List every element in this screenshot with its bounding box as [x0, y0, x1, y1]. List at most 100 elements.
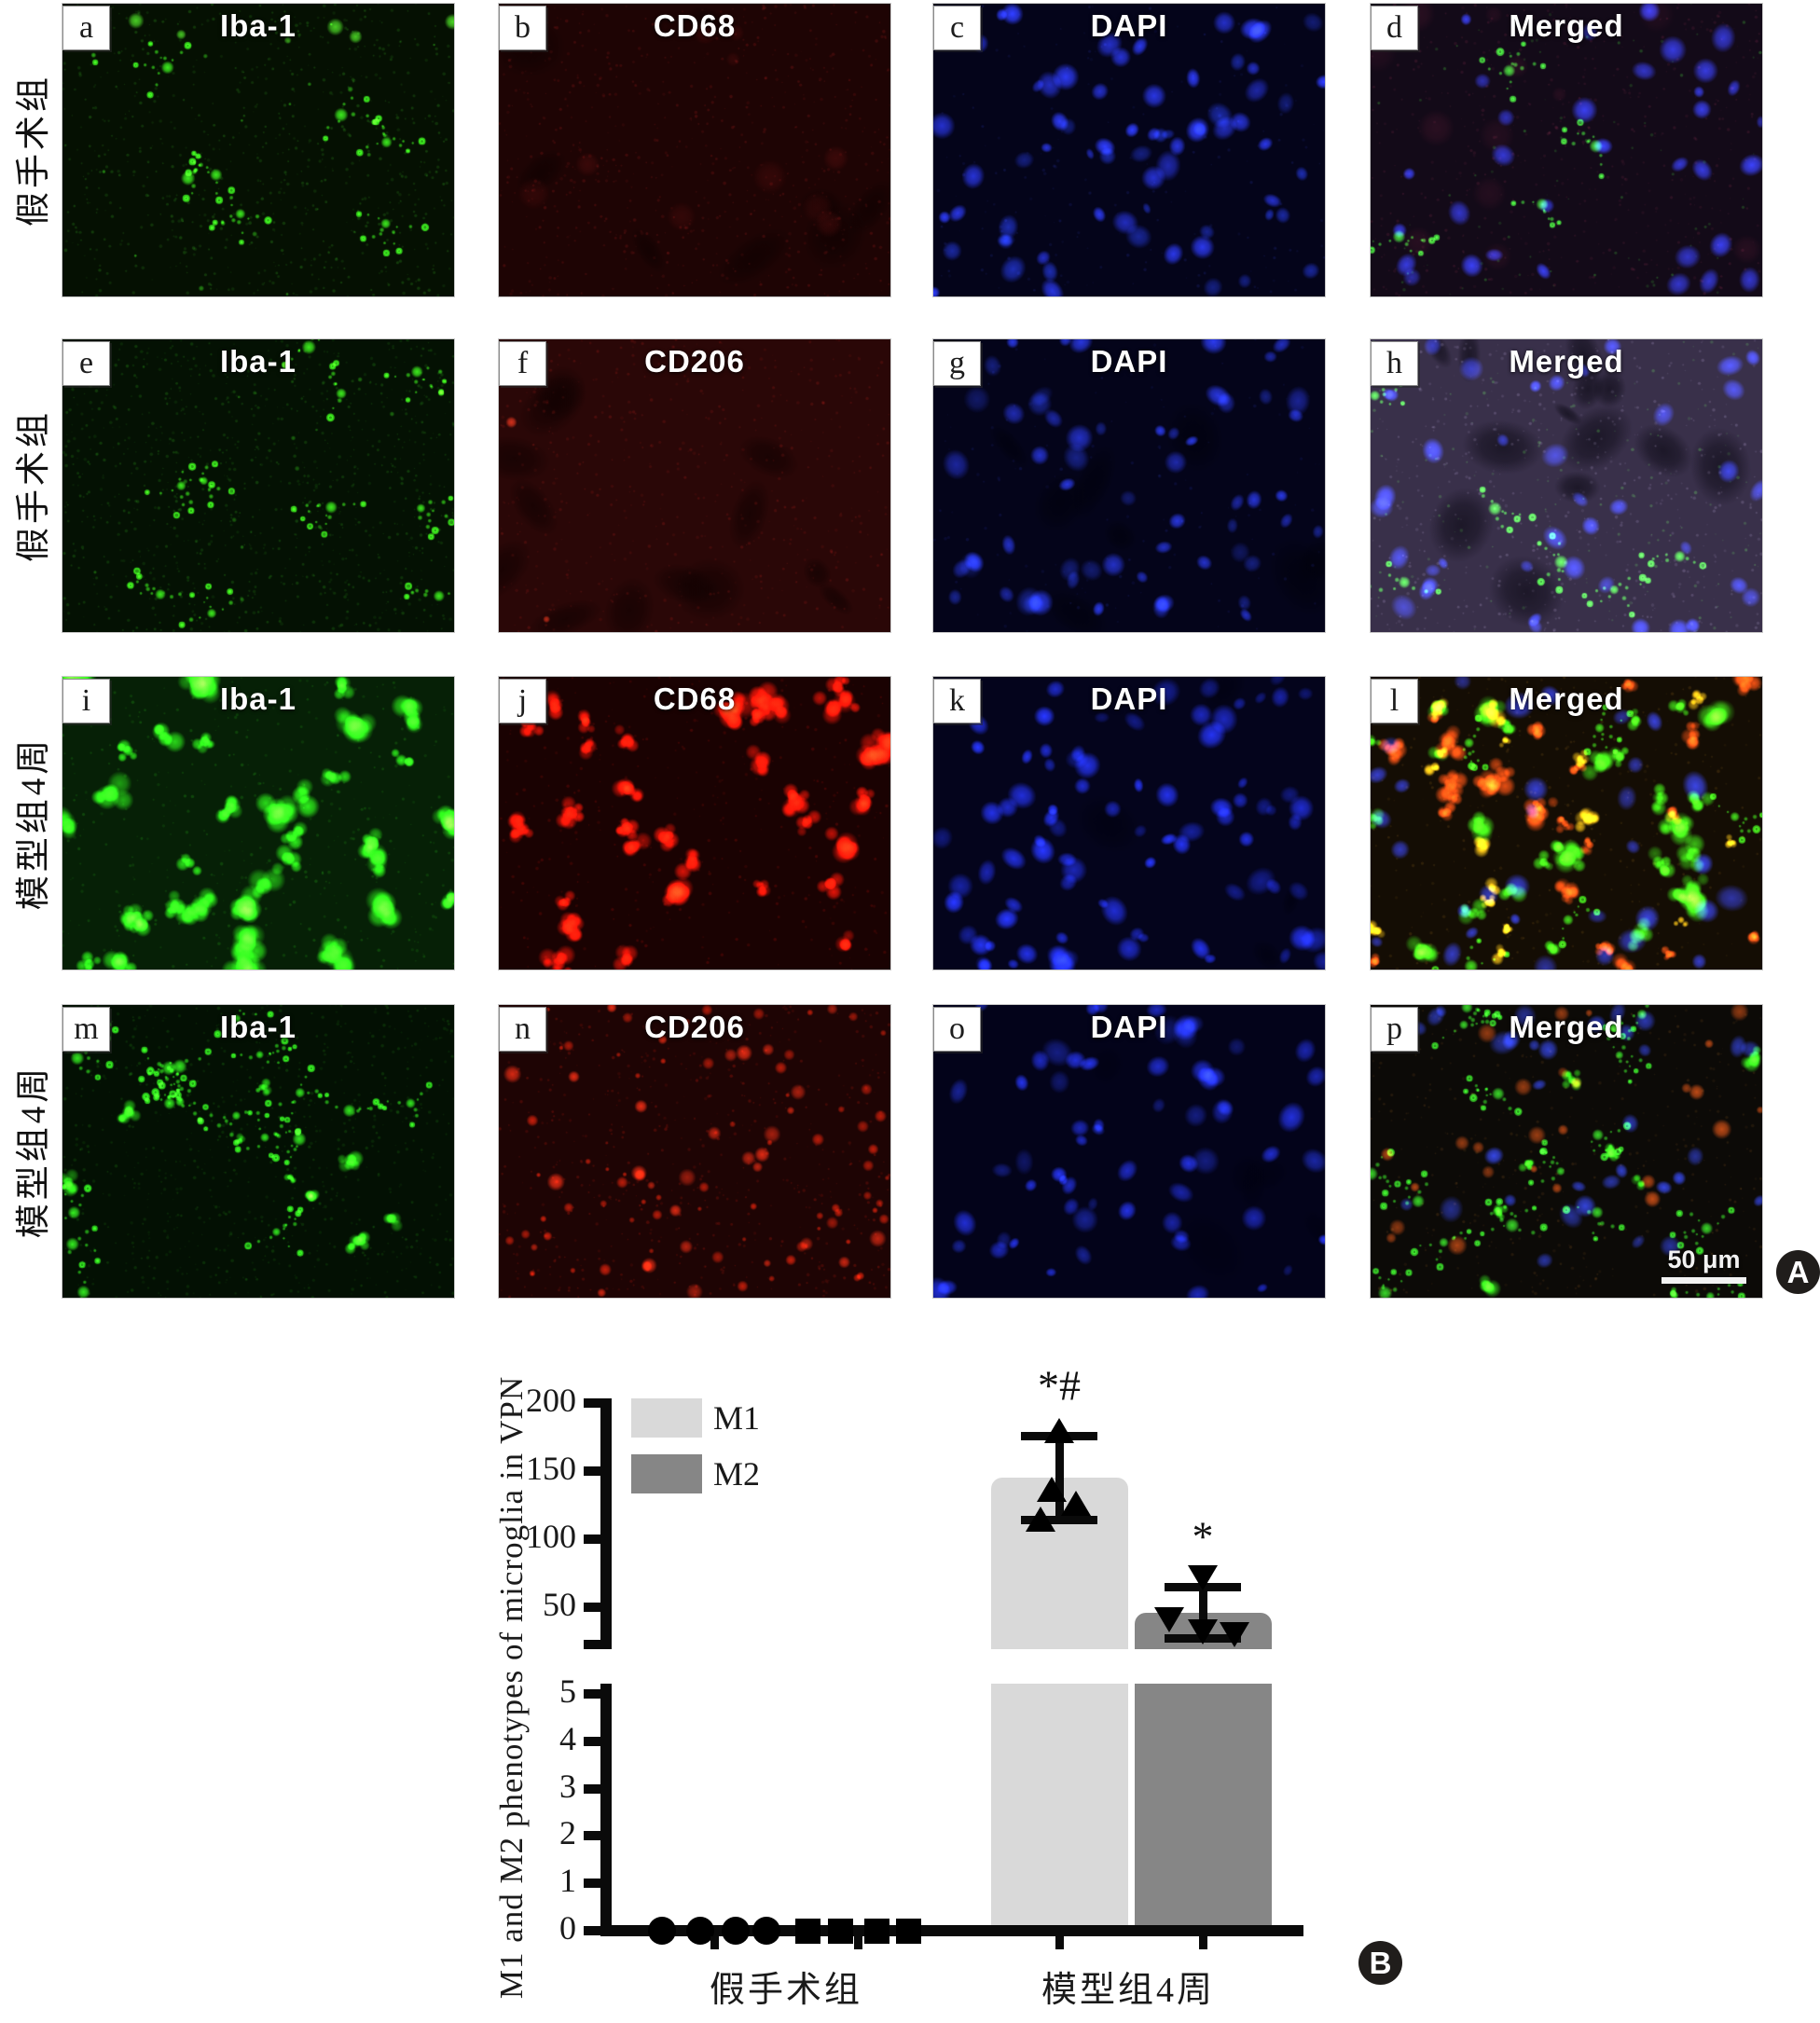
- micro-canvas-n: [499, 1005, 890, 1298]
- legend-swatch-m2: [631, 1454, 702, 1493]
- y-tick: [584, 1878, 600, 1889]
- panel-letter-badge: k: [933, 679, 981, 723]
- row-group-label: 模型组4周: [15, 1064, 53, 1239]
- row-group-label: 模型组4周: [15, 736, 53, 911]
- panel-letter-badge: j: [499, 679, 546, 723]
- data-point-triangle-down: [1188, 1564, 1218, 1590]
- x-category-sham: 假手术组: [709, 1971, 863, 2010]
- micro-canvas-c: [933, 4, 1325, 296]
- y-tick-label: 0: [559, 1909, 576, 1947]
- micro-image-g: g DAPI: [932, 338, 1326, 633]
- micro-image-k: k DAPI: [932, 676, 1326, 970]
- stain-title: DAPI: [1090, 1010, 1168, 1044]
- legend-label-m1: M1: [713, 1399, 761, 1437]
- panel-letter-badge: d: [1371, 6, 1418, 50]
- micro-image-h: h Merged: [1370, 338, 1763, 633]
- panel-letter-badge: h: [1371, 341, 1418, 386]
- stain-title: CD68: [653, 681, 737, 716]
- data-point-circle: [648, 1917, 676, 1945]
- micro-image-m: m Iba-1: [62, 1004, 455, 1299]
- data-point-square: [864, 1919, 889, 1944]
- micro-canvas-p: [1371, 1005, 1762, 1298]
- y-tick: [584, 1603, 600, 1612]
- panel-a-badge: A: [1776, 1250, 1820, 1294]
- y-tick-label: 4: [559, 1719, 576, 1757]
- micro-image-b: b CD68: [498, 3, 891, 297]
- micro-image-n: n CD206: [498, 1004, 891, 1299]
- micro-canvas-a: [62, 4, 454, 296]
- panel-b-badge: B: [1358, 1941, 1402, 1985]
- stain-title: Merged: [1509, 681, 1624, 716]
- data-point-triangle-down: [1188, 1619, 1218, 1645]
- data-point-square: [896, 1919, 921, 1944]
- micro-image-d: d Merged: [1370, 3, 1763, 297]
- data-point-circle: [686, 1917, 714, 1945]
- y-tick: [584, 1736, 600, 1746]
- data-point-triangle-up: [1044, 1418, 1074, 1444]
- micro-canvas-g: [933, 339, 1325, 632]
- panel-letter-badge: i: [62, 679, 110, 723]
- x-subtick: [1055, 1936, 1064, 1949]
- panel-letter-badge: l: [1371, 679, 1418, 723]
- scale-bar: [1661, 1277, 1746, 1284]
- y-tick-label: 3: [559, 1767, 576, 1805]
- micro-canvas-k: [933, 677, 1325, 970]
- stain-title: DAPI: [1090, 8, 1168, 43]
- legend-label-m2: M2: [713, 1455, 761, 1493]
- y-tick: [584, 1689, 600, 1699]
- micro-canvas-f: [499, 339, 890, 632]
- row-group-label: 假手术组: [15, 74, 53, 227]
- panel-letter-badge: g: [933, 341, 981, 386]
- stain-title: Iba-1: [219, 344, 297, 378]
- stain-title: DAPI: [1090, 681, 1168, 716]
- data-point-triangle-down: [1220, 1622, 1249, 1648]
- micro-image-o: o DAPI: [932, 1004, 1326, 1299]
- micro-canvas-e: [62, 339, 454, 632]
- micro-image-c: c DAPI: [932, 3, 1326, 297]
- micro-image-e: e Iba-1: [62, 338, 455, 633]
- panel-letter-badge: b: [499, 6, 546, 50]
- y-tick: [584, 1398, 600, 1408]
- scale-bar-label: 50 μm: [1667, 1245, 1741, 1273]
- micro-canvas-l: [1371, 677, 1762, 970]
- error-bar-line: [1198, 1587, 1207, 1639]
- y-axis-lower-segment: [600, 1684, 612, 1936]
- y-tick: [584, 1831, 600, 1841]
- panel-letter-badge: p: [1371, 1007, 1418, 1052]
- y-tick-label: 2: [559, 1814, 576, 1852]
- micro-canvas-o: [933, 1005, 1325, 1298]
- legend-swatch-m1: [631, 1398, 702, 1438]
- stain-title: Iba-1: [219, 681, 297, 716]
- y-tick: [584, 1783, 600, 1794]
- data-point-square: [795, 1919, 820, 1944]
- stain-title: Merged: [1509, 344, 1624, 378]
- x-subtick: [854, 1936, 862, 1949]
- data-point-triangle-up: [1061, 1490, 1091, 1516]
- data-point-triangle-down: [1154, 1607, 1184, 1633]
- x-subtick: [1199, 1936, 1207, 1949]
- stain-title: CD206: [644, 344, 745, 378]
- significance-annotation: *: [1192, 1512, 1214, 1561]
- micro-image-j: j CD68: [498, 676, 891, 970]
- stain-title: Iba-1: [219, 1010, 297, 1044]
- micro-canvas-i: [62, 677, 454, 970]
- y-tick: [584, 1926, 600, 1935]
- panel-letter-badge: n: [499, 1007, 546, 1052]
- data-point-square: [828, 1919, 853, 1944]
- panel-letter-badge: o: [933, 1007, 981, 1052]
- y-axis-upper-segment: [600, 1398, 612, 1649]
- bar-lower-M2: [1134, 1684, 1272, 1925]
- significance-annotation: *#: [1038, 1361, 1081, 1410]
- axis-break-cap: [584, 1640, 600, 1649]
- x-subtick: [710, 1936, 719, 1949]
- panel-letter-badge: e: [62, 341, 110, 386]
- data-point-triangle-up: [1026, 1507, 1055, 1533]
- micro-image-f: f CD206: [498, 338, 891, 633]
- stain-title: Iba-1: [219, 8, 297, 43]
- y-tick: [584, 1534, 600, 1544]
- y-tick-label: 1: [559, 1862, 576, 1900]
- y-tick-label: 50: [543, 1586, 576, 1623]
- micro-canvas-j: [499, 677, 890, 970]
- panel-letter-badge: a: [62, 6, 110, 50]
